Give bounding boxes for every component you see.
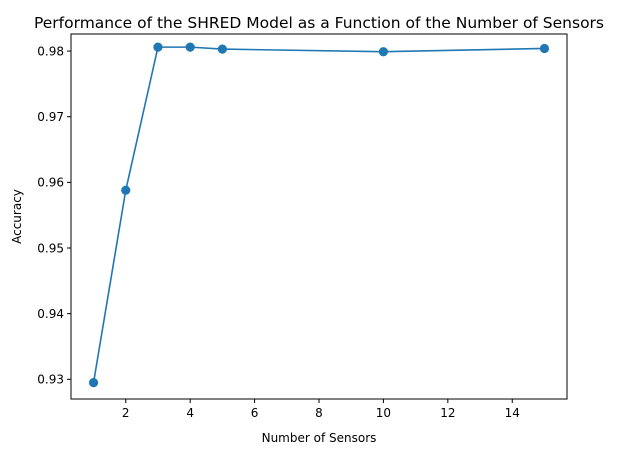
data-point <box>378 47 389 57</box>
x-tick-label: 6 <box>251 406 259 420</box>
y-tick-label: 0.98 <box>37 44 64 58</box>
data-point <box>217 44 227 54</box>
series-group <box>88 42 550 388</box>
x-tick-label: 14 <box>505 406 520 420</box>
data-point <box>153 42 163 52</box>
y-axis-label: Accuracy <box>10 189 24 244</box>
series-line <box>92 46 545 383</box>
data-point <box>185 42 195 52</box>
chart-title: Performance of the SHRED Model as a Func… <box>34 14 604 32</box>
y-tick-label: 0.94 <box>37 307 64 321</box>
y-tick-label: 0.93 <box>37 373 64 387</box>
x-tick-label: 2 <box>122 406 130 420</box>
x-tick-label: 12 <box>440 406 455 420</box>
x-tick-label: 10 <box>376 406 391 420</box>
data-point <box>121 185 131 195</box>
x-axis-label: Number of Sensors <box>262 431 377 445</box>
y-tick-label: 0.97 <box>37 110 64 124</box>
plot-area <box>70 33 568 400</box>
data-point <box>88 377 99 388</box>
x-tick-label: 8 <box>315 406 323 420</box>
y-axis: 0.93 0.94 0.95 0.96 0.97 0.98 <box>37 44 71 387</box>
y-tick-label: 0.95 <box>37 241 64 255</box>
data-point <box>539 43 550 54</box>
x-axis: 2 4 6 8 10 12 14 <box>122 399 520 420</box>
x-tick-label: 4 <box>186 406 194 420</box>
y-tick-label: 0.96 <box>37 176 64 190</box>
